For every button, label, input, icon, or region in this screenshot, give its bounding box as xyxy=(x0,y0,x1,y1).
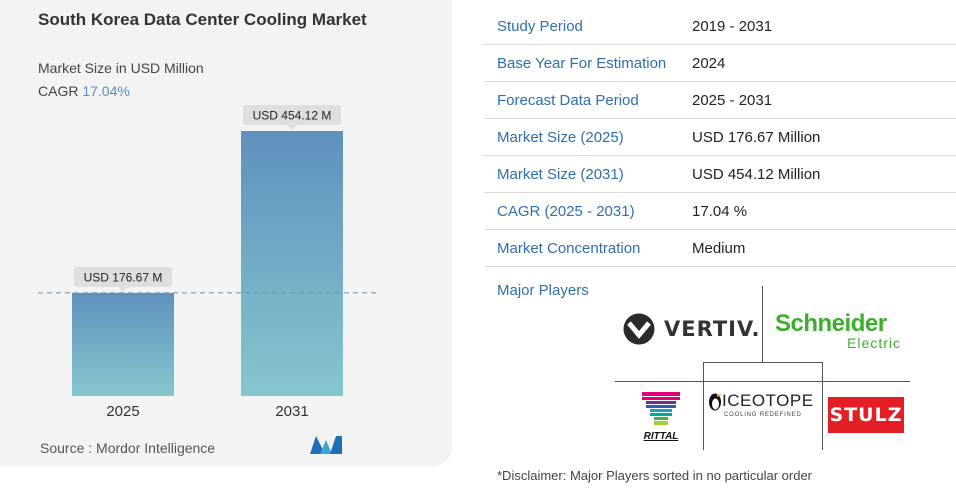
table-row: Market Size (2031) USD 454.12 Million xyxy=(484,156,956,193)
table-row: Market Size (2025) USD 176.67 Million xyxy=(484,119,956,156)
table-row: Forecast Data Period 2025 - 2031 xyxy=(484,82,956,119)
rittal-mark-icon xyxy=(642,392,680,425)
source-label: Source : xyxy=(40,440,93,456)
row-value: USD 176.67 Million xyxy=(692,128,821,146)
chart-title: South Korea Data Center Cooling Market xyxy=(38,10,367,29)
cagr-label: CAGR xyxy=(38,83,79,99)
table-row: CAGR (2025 - 2031) 17.04 % xyxy=(484,193,956,230)
vertiv-name: VERTIV. xyxy=(664,317,761,341)
row-label: Market Size (2025) xyxy=(497,128,624,146)
table-row: Study Period 2019 - 2031 xyxy=(484,8,956,45)
bar-chart: USD 176.67 M 2025 USD 454.12 M 2031 xyxy=(38,105,380,420)
iceotope-name: ICEOTOPE xyxy=(722,391,814,410)
table-row: Market Concentration Medium xyxy=(484,230,956,267)
data-label-pointer xyxy=(118,286,128,292)
x-tick-label: 2031 xyxy=(275,403,308,420)
x-tick-label: 2025 xyxy=(106,403,139,420)
row-value: 17.04 % xyxy=(692,202,748,220)
players-divider xyxy=(615,381,910,382)
schneider-logo: Schneider Electric xyxy=(775,310,915,351)
schneider-sub: Electric xyxy=(847,335,901,351)
table-row: Base Year For Estimation 2024 xyxy=(484,45,956,82)
mordor-logo-icon xyxy=(310,436,342,454)
iceotope-title: ICEOTOPE xyxy=(708,391,818,411)
iceotope-tagline: COOLING REDEFINED xyxy=(724,412,802,418)
data-label: USD 454.12 M xyxy=(243,105,341,130)
row-value: USD 454.12 Million xyxy=(692,165,821,183)
data-label-text: USD 176.67 M xyxy=(84,270,163,284)
schneider-name: Schneider xyxy=(775,310,887,337)
players-divider xyxy=(762,286,763,362)
chart-card: South Korea Data Center Cooling Market M… xyxy=(0,0,452,466)
vertiv-logo: VERTIV. xyxy=(622,313,761,345)
stulz-logo: STULZ xyxy=(828,397,904,433)
major-players-label: Major Players xyxy=(497,282,589,299)
data-label-box xyxy=(243,105,341,125)
players-divider xyxy=(703,362,704,450)
data-label-text: USD 454.12 M xyxy=(253,109,332,123)
row-label: CAGR (2025 - 2031) xyxy=(497,202,635,220)
players-divider xyxy=(703,362,823,363)
row-label: Market Size (2031) xyxy=(497,165,624,183)
vertiv-mark-icon xyxy=(623,313,655,345)
chart-subtitle: Market Size in USD Million xyxy=(38,60,204,76)
data-label-box xyxy=(74,266,172,287)
row-value: 2019 - 2031 xyxy=(692,17,773,35)
penguin-icon xyxy=(709,393,722,411)
iceotope-logo: ICEOTOPE COOLING REDEFINED xyxy=(708,391,818,418)
rittal-name: RITTAL xyxy=(643,431,679,442)
data-label: USD 176.67 M xyxy=(74,266,172,292)
row-label: Forecast Data Period xyxy=(497,91,639,109)
bar-2025 xyxy=(72,292,174,396)
summary-table: Study Period 2019 - 2031 Base Year For E… xyxy=(484,8,956,267)
row-label: Base Year For Estimation xyxy=(497,54,667,72)
row-value: Medium xyxy=(692,239,746,257)
bar-2031 xyxy=(241,131,343,396)
row-value: 2025 - 2031 xyxy=(692,91,773,109)
players-divider xyxy=(822,362,823,450)
row-value: 2024 xyxy=(692,54,726,72)
disclaimer-note: *Disclaimer: Major Players sorted in no … xyxy=(497,468,813,483)
source-value: Mordor Intelligence xyxy=(96,440,216,456)
row-label: Study Period xyxy=(497,17,583,35)
row-label: Market Concentration xyxy=(497,239,641,257)
cagr-value: 17.04% xyxy=(82,83,130,99)
source-note: Source : Mordor Intelligence xyxy=(40,440,215,456)
data-label-pointer xyxy=(287,125,297,130)
cagr-line: CAGR 17.04% xyxy=(38,83,130,99)
rittal-logo: RITTAL xyxy=(640,392,682,442)
